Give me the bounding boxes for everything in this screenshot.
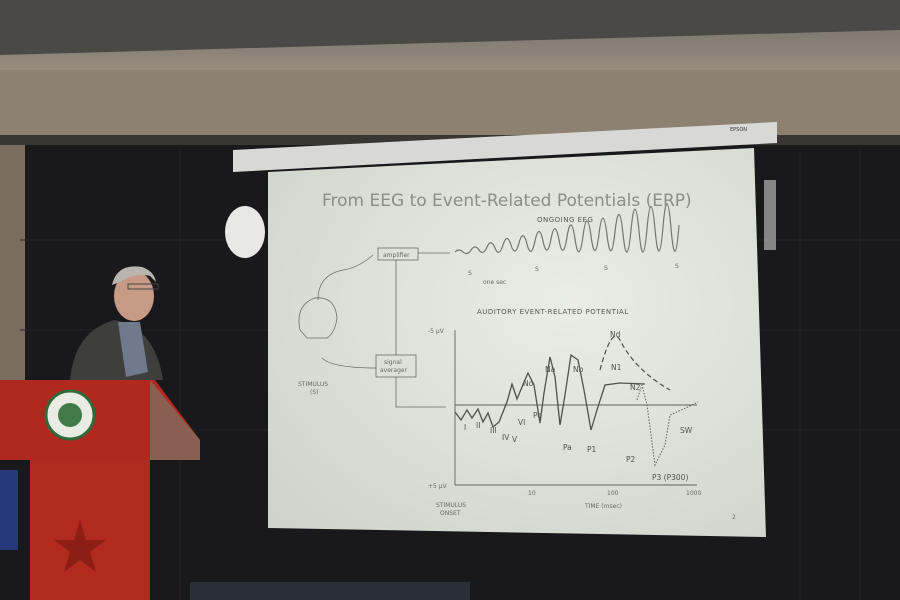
svg-text:S: S xyxy=(675,263,679,270)
eeg-trace xyxy=(454,203,680,255)
svg-text:Nb: Nb xyxy=(573,365,584,374)
svg-text:P2: P2 xyxy=(626,455,636,464)
stimulus-markers: S S S S xyxy=(468,263,679,277)
star-emblem xyxy=(54,520,106,572)
erp-axes xyxy=(454,330,697,486)
svg-text:Na: Na xyxy=(545,365,555,374)
svg-text:ONSET: ONSET xyxy=(440,510,461,517)
amplifier-label: amplifier xyxy=(383,252,410,259)
p300-waveform xyxy=(636,383,699,467)
screen-housing xyxy=(233,122,777,172)
nd-waveform xyxy=(599,335,671,391)
svg-text:IV: IV xyxy=(502,433,510,442)
ongoing-eeg-label: ONGOING EEG xyxy=(537,216,593,224)
projected-slide xyxy=(268,148,766,537)
amplifier-box xyxy=(377,247,419,261)
svg-text:Po: Po xyxy=(533,411,542,420)
slide-title: From EEG to Event-Related Potentials (ER… xyxy=(322,191,692,211)
svg-text:No: No xyxy=(523,379,534,388)
svg-text:SW: SW xyxy=(680,426,693,435)
svg-text:II: II xyxy=(476,421,480,430)
speaker xyxy=(70,266,163,380)
one-sec-label: one sec xyxy=(483,279,506,286)
svg-text:S: S xyxy=(535,266,539,273)
y-bottom-label: +5 μV xyxy=(428,483,448,490)
svg-text:N1: N1 xyxy=(611,363,622,372)
svg-text:V: V xyxy=(512,435,518,444)
svg-text:Nd: Nd xyxy=(610,330,621,339)
svg-text:(S): (S) xyxy=(310,389,319,396)
svg-text:N2: N2 xyxy=(630,383,641,392)
podium xyxy=(0,380,200,600)
erp-label: AUDITORY EVENT-RELATED POTENTIAL xyxy=(477,308,629,316)
svg-text:P1: P1 xyxy=(587,445,597,454)
x-tick: 100 xyxy=(607,490,619,497)
head-drawing xyxy=(298,297,338,339)
y-top-label: -5 μV xyxy=(428,328,445,335)
stimulus-label: STIMULUS xyxy=(298,381,328,388)
onset-label: STIMULUS xyxy=(436,502,466,509)
svg-text:VI: VI xyxy=(518,418,525,427)
svg-text:S: S xyxy=(468,270,472,277)
peak-labels: I II III IV V VI No Po Na Pa Nb P1 N1 Nd… xyxy=(464,330,693,482)
svg-text:III: III xyxy=(490,426,497,435)
x-tick: 1000 xyxy=(686,490,701,497)
slide-page-number: 2 xyxy=(732,514,736,521)
svg-text:P3 (P300): P3 (P300) xyxy=(652,473,688,482)
svg-text:S: S xyxy=(604,265,608,272)
x-axis-label: TIME (msec) xyxy=(584,503,622,510)
svg-text:averager: averager xyxy=(380,367,408,374)
wall-logo xyxy=(225,206,265,258)
svg-text:Pa: Pa xyxy=(563,443,572,452)
averager-label: signal xyxy=(384,359,402,366)
x-tick: 10 xyxy=(528,490,536,497)
svg-text:I: I xyxy=(464,423,466,432)
screen-brand: EPSON xyxy=(730,127,747,133)
erp-waveform xyxy=(454,353,646,431)
